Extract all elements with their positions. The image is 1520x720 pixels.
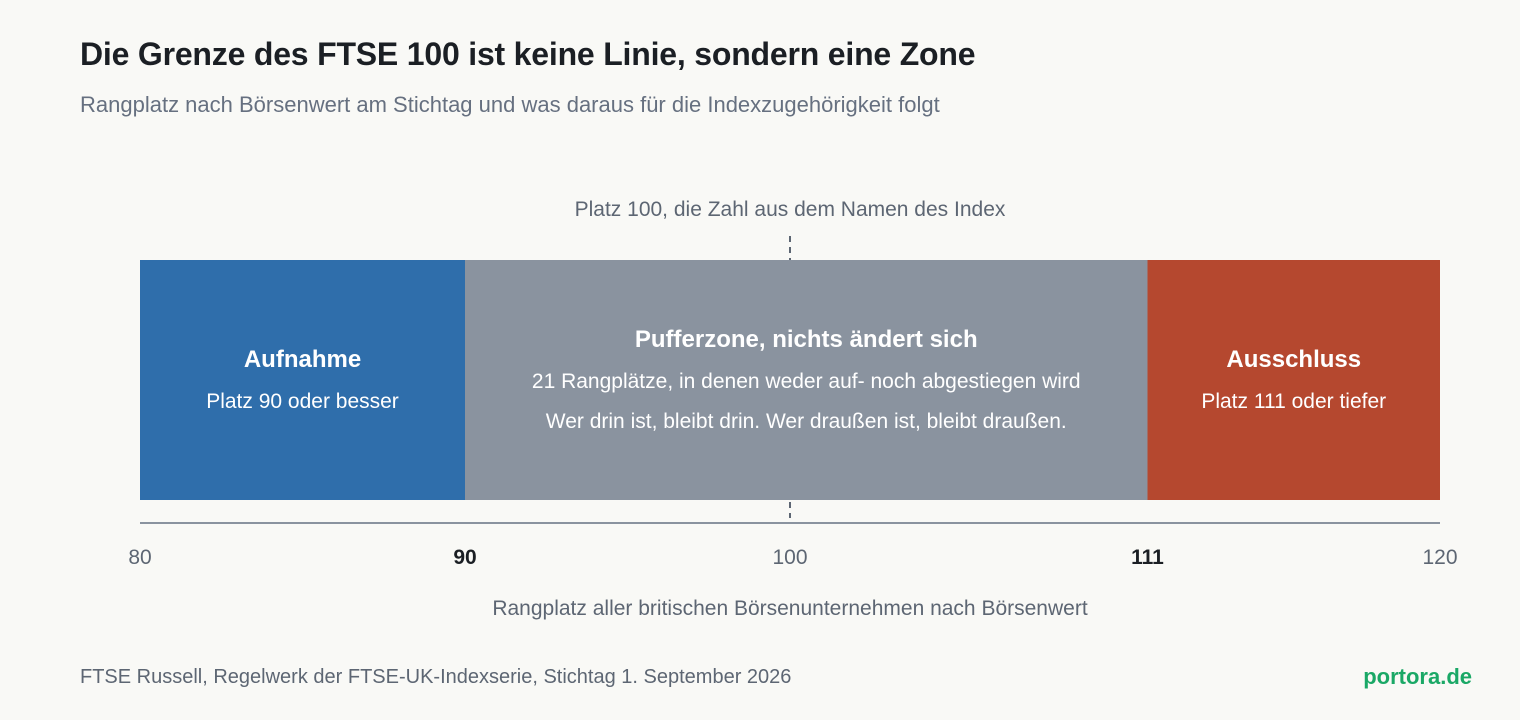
segment-3 [1147,260,1440,500]
segment-3-line-1: Platz 111 oder tiefer [1201,390,1386,413]
segment-2 [465,260,1148,500]
x-axis-title: Rangplatz aller britischen Börsenunterne… [492,597,1087,620]
chart-subtitle: Rangplatz nach Börsenwert am Stichtag un… [80,92,940,117]
segment-3-title: Ausschluss [1226,346,1361,373]
x-tick-label-80: 80 [128,546,151,569]
segment-1 [140,260,465,500]
segment-1-title: Aufnahme [244,346,361,373]
segment-1-line-1: Platz 90 oder besser [206,390,399,413]
chart-title: Die Grenze des FTSE 100 ist keine Linie,… [80,36,976,72]
source-note: FTSE Russell, Regelwerk der FTSE-UK-Inde… [80,666,792,688]
segment-2-title: Pufferzone, nichts ändert sich [635,326,978,353]
x-tick-label-111: 111 [1131,546,1164,569]
segment-2-line-1: 21 Rangplätze, in denen weder auf- noch … [532,370,1081,393]
reference-label: Platz 100, die Zahl aus dem Namen des In… [575,198,1006,221]
brand-logo[interactable]: portora.de [1363,664,1472,689]
segment-2-line-2: Wer drin ist, bleibt drin. Wer draußen i… [546,410,1067,433]
reference-group: Platz 100, die Zahl aus dem Namen des In… [575,198,1006,518]
x-tick-label-120: 120 [1422,546,1457,569]
x-axis: 80 90 100 111 120 Rangplatz aller britischen … [128,522,1458,620]
x-tick-label-100: 100 [772,546,807,569]
segments-group: Aufnahme Platz 90 oder besser Pufferzone, … [140,260,1440,500]
x-tick-label-90: 90 [453,546,476,569]
